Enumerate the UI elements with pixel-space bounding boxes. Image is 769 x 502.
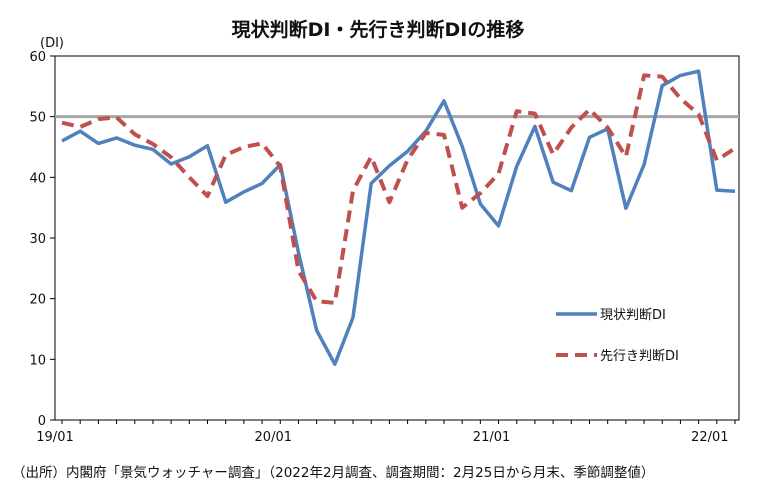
y-axis-unit-label: (DI) [40,36,64,51]
y-tick-label: 30 [29,232,46,247]
series-line-1 [61,69,736,366]
x-tick-label: 19/01 [36,430,73,445]
x-tick-label: 20/01 [255,430,292,445]
x-tick-label: 22/01 [691,430,728,445]
legend: 現状判断DI 先行き判断DI [556,308,679,364]
legend-label-1: 現状判断DI [600,308,666,323]
plot-area: 0 10 20 30 40 50 60 19/01 20/01 21/01 22/01 [29,50,740,445]
y-tick-label: 20 [29,293,46,308]
y-tick-label: 0 [38,414,46,429]
y-tick-label: 10 [29,353,46,368]
series-line-2 [61,73,737,305]
x-tick-label: 21/01 [473,430,510,445]
y-tick-label: 40 [29,171,46,186]
source-note: （出所）内閣府「景気ウォッチャー調査」（2022年2月調査、調査期間：2月25日… [12,465,655,481]
y-tick-label: 60 [29,50,46,65]
chart-title: 現状判断DI・先行き判断DIの推移 [232,18,525,41]
y-tick-label: 50 [29,111,46,126]
legend-label-2: 先行き判断DI [600,349,679,364]
